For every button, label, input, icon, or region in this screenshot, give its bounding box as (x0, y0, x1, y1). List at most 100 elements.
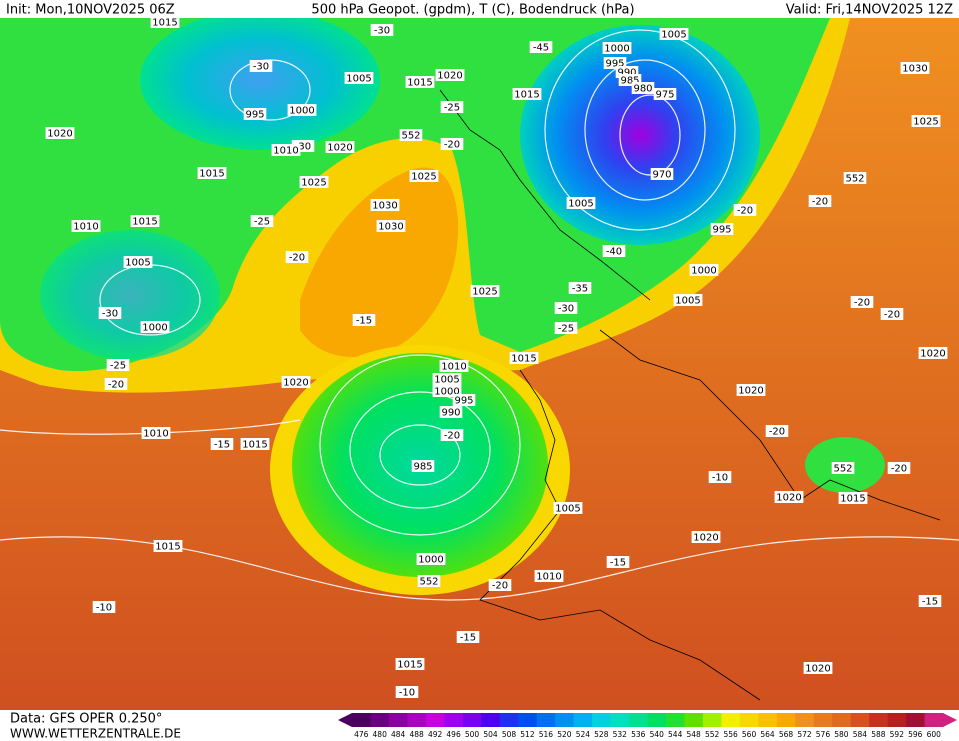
label-box (439, 406, 463, 418)
map-label: 1025 (913, 117, 938, 128)
map-label: 1015 (152, 18, 177, 29)
label-box (509, 352, 539, 364)
map-label: 1025 (301, 178, 326, 189)
label-box (98, 307, 122, 319)
label-box (673, 294, 703, 306)
map-label: 1020 (776, 493, 801, 504)
map-label: 980 (633, 84, 652, 95)
colorbar-cell (758, 713, 778, 727)
label-box (708, 471, 732, 483)
map-label: -20 (737, 206, 753, 217)
map-label: 1000 (142, 323, 167, 334)
header-bar (0, 0, 959, 18)
label-box (140, 321, 170, 333)
cyan-low (140, 10, 380, 150)
ridge (300, 167, 459, 357)
label-box (534, 570, 564, 582)
map-label: 970 (652, 170, 671, 181)
label-box (918, 595, 942, 607)
label-box (325, 141, 355, 153)
label-box (689, 264, 719, 276)
map-label: 990 (617, 68, 636, 79)
colorbar-cell (425, 713, 445, 727)
label-box (900, 62, 930, 74)
label-box (281, 376, 311, 388)
map-label: -30 (253, 62, 269, 73)
colorbar-label: 492 (428, 730, 443, 739)
label-box (299, 176, 329, 188)
map-label: -30 (374, 26, 390, 37)
init-time: Init: Mon,10NOV2025 06Z (6, 3, 175, 18)
map-label: -25 (558, 324, 574, 335)
colorbar-cell (573, 713, 593, 727)
label-box (71, 220, 101, 232)
map-label: 990 (441, 408, 460, 419)
map-label: 552 (845, 174, 864, 185)
colorbar-label: 512 (520, 730, 535, 739)
map-label: -15 (610, 558, 626, 569)
map-label: -30 (558, 304, 574, 315)
colorbar-cell (702, 713, 722, 727)
map-label: 1015 (132, 217, 157, 228)
map-label: 552 (833, 464, 852, 475)
colorbar-label: 600 (927, 730, 942, 739)
map-label: -25 (444, 103, 460, 114)
label-box (130, 215, 160, 227)
colorbar-label: 528 (594, 730, 609, 739)
colorbar-cell (536, 713, 556, 727)
map-label: 1020 (437, 71, 462, 82)
blue-low (520, 25, 760, 245)
label-box (529, 41, 553, 53)
colorbar-cell (388, 713, 408, 727)
colorbar-label: 576 (816, 730, 831, 739)
label-box (395, 686, 419, 698)
map-label: 1005 (555, 504, 580, 515)
map-labels: 1015-30-30-45 100010059959909859809759701… (45, 16, 948, 699)
map-label: -30 (102, 309, 118, 320)
map-label: 1015 (199, 169, 224, 180)
label-box (911, 115, 941, 127)
colorbar-cell (407, 713, 427, 727)
map-label: 1000 (434, 387, 459, 398)
map-label: 1020 (327, 143, 352, 154)
label-box (399, 129, 423, 141)
label-box (710, 223, 734, 235)
colorbar-label: 564 (760, 730, 775, 739)
map-label: -10 (712, 473, 728, 484)
label-box (691, 531, 721, 543)
label-box (440, 101, 464, 113)
map-label: -20 (444, 431, 460, 442)
label-box (733, 204, 757, 216)
colorbar-cell (499, 713, 519, 727)
map-label: -15 (356, 316, 372, 327)
map-label: -25 (254, 217, 270, 228)
map-label: 1010 (73, 222, 98, 233)
label-box (435, 69, 465, 81)
colorbar-arrow (943, 713, 957, 727)
map-label: 1005 (675, 296, 700, 307)
map-label: 1015 (407, 78, 432, 89)
colorbar-cell (462, 713, 482, 727)
label-box (250, 215, 274, 227)
label-box (918, 347, 948, 359)
colorbar-label: 476 (354, 730, 369, 739)
map-label: 1010 (536, 572, 561, 583)
label-box (843, 172, 867, 184)
colorbar-label: 488 (409, 730, 424, 739)
map-label: -40 (606, 247, 622, 258)
colorbar: 476 480 484 488 492 496 500 504 508 512 516 520 524 5… (338, 713, 957, 739)
colorbar-label: 560 (742, 730, 757, 739)
colorbar-label: 596 (908, 730, 923, 739)
map-label: 1000 (604, 44, 629, 55)
map-label: -20 (769, 427, 785, 438)
colorbar-cell (887, 713, 907, 727)
data-source: Data: GFS OPER 0.250° (10, 712, 162, 727)
map-label: -20 (444, 140, 460, 151)
colorbar-cell (906, 713, 926, 727)
map-label: 1015 (155, 542, 180, 553)
label-box (417, 575, 441, 587)
map-label: -20 (884, 310, 900, 321)
map-label: 1010 (143, 429, 168, 440)
map-label: -10 (399, 688, 415, 699)
label-box (808, 195, 832, 207)
